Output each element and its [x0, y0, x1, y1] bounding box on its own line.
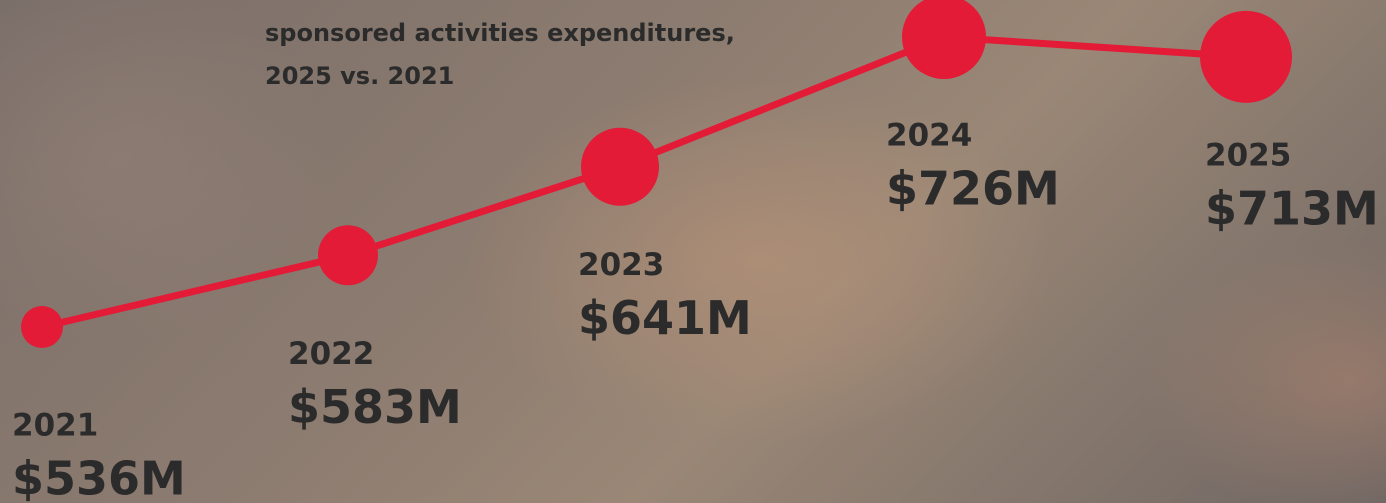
point — [902, 0, 986, 79]
point — [318, 225, 378, 286]
value-label: $713M — [1205, 181, 1379, 235]
year-label: 2023 — [578, 247, 664, 283]
value-label: $726M — [886, 162, 1060, 216]
value-label: $583M — [288, 380, 462, 434]
year-label: 2025 — [1205, 137, 1291, 173]
year-label: 2021 — [12, 408, 98, 444]
year-label: 2024 — [886, 118, 972, 154]
point — [581, 127, 659, 206]
chart-title: sponsored activities expenditures, 2025 … — [265, 19, 735, 90]
year-label: 2022 — [288, 336, 374, 372]
value-label: $641M — [578, 291, 752, 345]
point — [21, 306, 63, 348]
value-label: $536M — [12, 452, 186, 503]
point — [1200, 10, 1292, 103]
